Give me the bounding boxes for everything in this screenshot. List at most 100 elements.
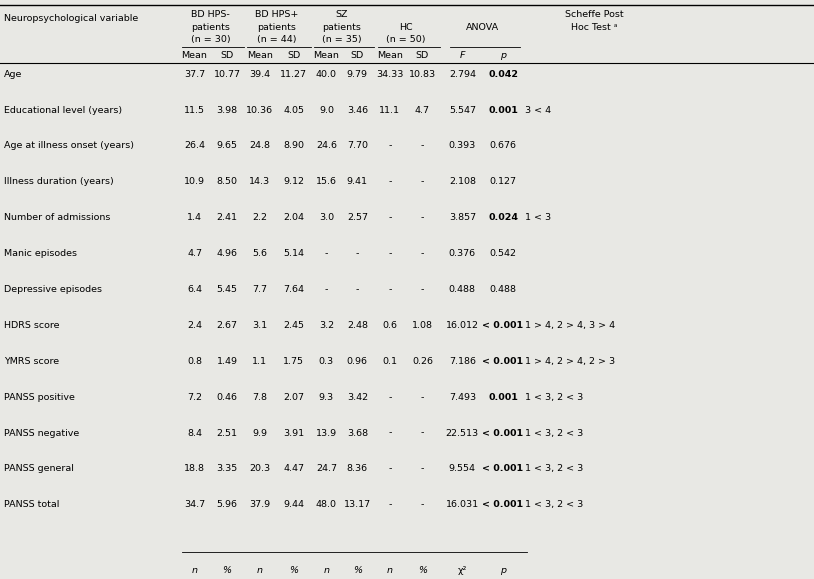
Text: ANOVA: ANOVA xyxy=(466,23,499,32)
Text: < 0.001: < 0.001 xyxy=(483,321,523,330)
Text: 1.49: 1.49 xyxy=(217,357,238,366)
Text: -: - xyxy=(356,249,359,258)
Text: (n = 44): (n = 44) xyxy=(257,35,296,44)
Text: F: F xyxy=(460,51,465,60)
Text: 1 > 4, 2 > 4, 3 > 4: 1 > 4, 2 > 4, 3 > 4 xyxy=(525,321,615,330)
Text: 0.127: 0.127 xyxy=(489,177,517,186)
Text: 0.393: 0.393 xyxy=(449,141,476,151)
Text: Hoc Test ᵃ: Hoc Test ᵃ xyxy=(571,23,618,32)
Text: HC: HC xyxy=(400,23,413,32)
Text: -: - xyxy=(388,141,392,151)
Text: 0.001: 0.001 xyxy=(488,105,518,115)
Text: -: - xyxy=(388,177,392,186)
Text: 7.8: 7.8 xyxy=(252,393,267,402)
Text: < 0.001: < 0.001 xyxy=(483,464,523,474)
Text: 15.6: 15.6 xyxy=(316,177,337,186)
Text: Mean: Mean xyxy=(377,51,403,60)
Text: 0.042: 0.042 xyxy=(488,69,518,79)
Text: (n = 30): (n = 30) xyxy=(191,35,230,44)
Text: 11.27: 11.27 xyxy=(280,69,308,79)
Text: -: - xyxy=(388,285,392,294)
Text: (n = 50): (n = 50) xyxy=(387,35,426,44)
Text: -: - xyxy=(421,141,424,151)
Text: 24.8: 24.8 xyxy=(249,141,270,151)
Text: Scheffe Post: Scheffe Post xyxy=(565,10,624,19)
Text: 2.57: 2.57 xyxy=(347,213,368,222)
Text: 1 < 3, 2 < 3: 1 < 3, 2 < 3 xyxy=(525,393,584,402)
Text: 2.48: 2.48 xyxy=(347,321,368,330)
Text: 7.7: 7.7 xyxy=(252,285,267,294)
Text: 34.33: 34.33 xyxy=(376,69,404,79)
Text: p: p xyxy=(500,566,506,576)
Text: 9.79: 9.79 xyxy=(347,69,368,79)
Text: n: n xyxy=(323,566,330,576)
Text: -: - xyxy=(388,428,392,438)
Text: 9.9: 9.9 xyxy=(252,428,267,438)
Text: 0.676: 0.676 xyxy=(489,141,517,151)
Text: 5.45: 5.45 xyxy=(217,285,238,294)
Text: Mean: Mean xyxy=(182,51,208,60)
Text: 10.36: 10.36 xyxy=(246,105,274,115)
Text: 7.186: 7.186 xyxy=(449,357,476,366)
Text: 24.6: 24.6 xyxy=(316,141,337,151)
Text: 0.542: 0.542 xyxy=(489,249,517,258)
Text: 10.83: 10.83 xyxy=(409,69,436,79)
Text: 0.6: 0.6 xyxy=(383,321,397,330)
Text: n: n xyxy=(191,566,198,576)
Text: 0.8: 0.8 xyxy=(187,357,202,366)
Text: 0.46: 0.46 xyxy=(217,393,238,402)
Text: 8.50: 8.50 xyxy=(217,177,238,186)
Text: patients: patients xyxy=(191,23,230,32)
Text: 1.75: 1.75 xyxy=(283,357,304,366)
Text: 3.1: 3.1 xyxy=(252,321,267,330)
Text: -: - xyxy=(421,249,424,258)
Text: 3.98: 3.98 xyxy=(217,105,238,115)
Text: 7.64: 7.64 xyxy=(283,285,304,294)
Text: 20.3: 20.3 xyxy=(249,464,270,474)
Text: 8.90: 8.90 xyxy=(283,141,304,151)
Text: -: - xyxy=(421,285,424,294)
Text: 4.7: 4.7 xyxy=(187,249,202,258)
Text: 2.2: 2.2 xyxy=(252,213,267,222)
Text: 14.3: 14.3 xyxy=(249,177,270,186)
Text: 9.3: 9.3 xyxy=(319,393,334,402)
Text: 18.8: 18.8 xyxy=(184,464,205,474)
Text: Educational level (years): Educational level (years) xyxy=(4,105,122,115)
Text: 2.07: 2.07 xyxy=(283,393,304,402)
Text: n: n xyxy=(387,566,393,576)
Text: 5.6: 5.6 xyxy=(252,249,267,258)
Text: SD: SD xyxy=(221,51,234,60)
Text: 4.7: 4.7 xyxy=(415,105,430,115)
Text: -: - xyxy=(421,428,424,438)
Text: 2.45: 2.45 xyxy=(283,321,304,330)
Text: 3.91: 3.91 xyxy=(283,428,304,438)
Text: 4.47: 4.47 xyxy=(283,464,304,474)
Text: 3.857: 3.857 xyxy=(449,213,476,222)
Text: 2.67: 2.67 xyxy=(217,321,238,330)
Text: Manic episodes: Manic episodes xyxy=(4,249,77,258)
Text: 1 < 3: 1 < 3 xyxy=(525,213,551,222)
Text: %: % xyxy=(352,566,362,576)
Text: 0.26: 0.26 xyxy=(412,357,433,366)
Text: 40.0: 40.0 xyxy=(316,69,337,79)
Text: 0.376: 0.376 xyxy=(449,249,476,258)
Text: -: - xyxy=(388,500,392,510)
Text: 1.08: 1.08 xyxy=(412,321,433,330)
Text: 13.17: 13.17 xyxy=(344,500,371,510)
Text: 2.108: 2.108 xyxy=(449,177,476,186)
Text: 16.012: 16.012 xyxy=(446,321,479,330)
Text: 3.46: 3.46 xyxy=(347,105,368,115)
Text: %: % xyxy=(222,566,232,576)
Text: 11.5: 11.5 xyxy=(184,105,205,115)
Text: 3.35: 3.35 xyxy=(217,464,238,474)
Text: 6.4: 6.4 xyxy=(187,285,202,294)
Text: 9.65: 9.65 xyxy=(217,141,238,151)
Text: 1 < 3, 2 < 3: 1 < 3, 2 < 3 xyxy=(525,464,584,474)
Text: -: - xyxy=(388,249,392,258)
Text: -: - xyxy=(388,213,392,222)
Text: < 0.001: < 0.001 xyxy=(483,428,523,438)
Text: SD: SD xyxy=(416,51,429,60)
Text: BD HPS+: BD HPS+ xyxy=(255,10,299,19)
Text: 5.14: 5.14 xyxy=(283,249,304,258)
Text: 7.2: 7.2 xyxy=(187,393,202,402)
